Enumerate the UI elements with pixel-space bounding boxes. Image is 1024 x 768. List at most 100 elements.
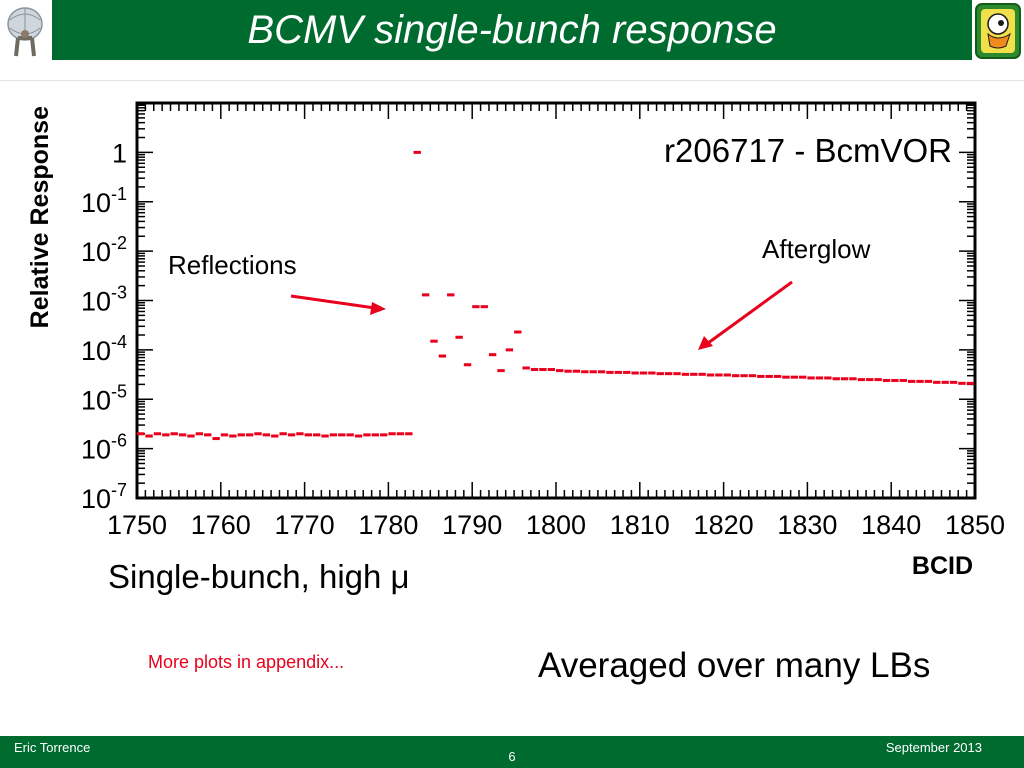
data-point <box>312 433 321 437</box>
data-point <box>740 374 748 378</box>
data-point <box>363 433 371 437</box>
data-point <box>413 150 421 154</box>
data-point <box>958 381 966 385</box>
reflections-arrow <box>290 294 383 311</box>
title-bar <box>52 0 972 60</box>
x-tick-label: 1760 <box>191 510 251 540</box>
y-tick-label: 10-3 <box>81 283 127 317</box>
data-point <box>421 293 430 297</box>
relative-response-chart: 1750 1760 1770 1780 1790 1800 1810 1820 1830 1840… <box>26 101 1005 580</box>
data-point <box>497 369 505 373</box>
slide-footer: Eric Torrence 6 September 2013 <box>0 736 1024 768</box>
data-point <box>396 432 405 436</box>
data-point <box>924 379 933 383</box>
data-point <box>849 377 857 381</box>
averaged-note: Averaged over many LBs <box>538 646 931 685</box>
data-point <box>455 335 463 339</box>
data-point <box>488 353 497 357</box>
data-point <box>639 371 648 375</box>
data-point <box>204 433 212 437</box>
data-point <box>815 376 824 380</box>
data-point <box>673 372 681 376</box>
data-point <box>757 374 765 378</box>
footer-page-number: 6 <box>508 749 516 764</box>
header-divider <box>0 80 1024 81</box>
data-point <box>438 354 447 358</box>
data-point <box>237 433 245 437</box>
data-point <box>530 368 539 372</box>
data-point <box>522 366 530 370</box>
data-point <box>514 330 522 334</box>
data-point <box>907 379 916 383</box>
data-point <box>245 433 254 437</box>
data-point <box>832 377 840 381</box>
data-point <box>589 370 597 374</box>
data-point <box>866 378 874 382</box>
page-title: BCMV single-bunch response <box>247 8 777 52</box>
data-point <box>187 434 195 438</box>
x-tick-label: 1750 <box>107 510 167 540</box>
y-tick-label: 10-4 <box>81 332 127 366</box>
reflections-annotation: Reflections <box>168 250 297 280</box>
data-point <box>329 433 338 437</box>
data-point <box>346 433 354 437</box>
slide-header: BCMV single-bunch response <box>0 0 1024 62</box>
data-point <box>271 434 279 438</box>
data-point <box>564 369 572 373</box>
data-point <box>597 370 606 374</box>
data-point <box>731 374 740 378</box>
data-point <box>723 373 731 377</box>
data-point <box>824 376 832 380</box>
x-tick-label: 1770 <box>275 510 335 540</box>
x-tick-label: 1790 <box>442 510 502 540</box>
data-point <box>606 370 614 374</box>
data-point <box>773 374 782 378</box>
data-point <box>648 371 656 375</box>
data-point <box>539 368 547 372</box>
y-tick-label: 10-5 <box>81 381 127 415</box>
data-point <box>505 348 514 352</box>
data-point <box>556 369 564 373</box>
data-point <box>463 363 472 367</box>
data-point <box>321 434 329 438</box>
x-tick-label: 1840 <box>861 510 921 540</box>
data-point <box>212 437 220 441</box>
data-point <box>262 433 271 437</box>
data-point <box>664 372 673 376</box>
data-point <box>405 432 413 436</box>
data-point <box>698 372 706 376</box>
data-point <box>765 374 773 378</box>
more-plots-note: More plots in appendix... <box>148 652 345 672</box>
footer-author: Eric Torrence <box>14 740 91 755</box>
data-point <box>748 374 757 378</box>
data-point <box>966 381 974 385</box>
data-point <box>623 370 631 374</box>
data-point <box>162 433 170 437</box>
data-point <box>916 379 924 383</box>
slide-subtitle: Single-bunch, high μ <box>108 558 410 595</box>
data-point <box>581 370 589 374</box>
data-point <box>254 432 262 436</box>
data-point <box>681 372 690 376</box>
data-point <box>949 380 958 384</box>
data-point <box>472 305 480 309</box>
data-point <box>287 433 296 437</box>
data-point <box>547 368 555 372</box>
data-point <box>874 378 882 382</box>
data-point <box>840 377 849 381</box>
data-point <box>220 433 229 437</box>
y-tick-label: 10-6 <box>81 431 127 465</box>
x-tick-label: 1810 <box>610 510 670 540</box>
x-tick-label: 1820 <box>694 510 754 540</box>
data-point <box>790 375 799 379</box>
data-point <box>891 378 899 382</box>
data-point <box>882 378 891 382</box>
data-point <box>296 432 304 436</box>
data-point <box>279 432 287 436</box>
data-point <box>229 434 237 438</box>
data-point <box>137 432 145 436</box>
data-point <box>941 380 949 384</box>
data-point <box>354 434 363 438</box>
atlas-logo-icon <box>2 4 48 58</box>
x-tick-label: 1800 <box>526 510 586 540</box>
